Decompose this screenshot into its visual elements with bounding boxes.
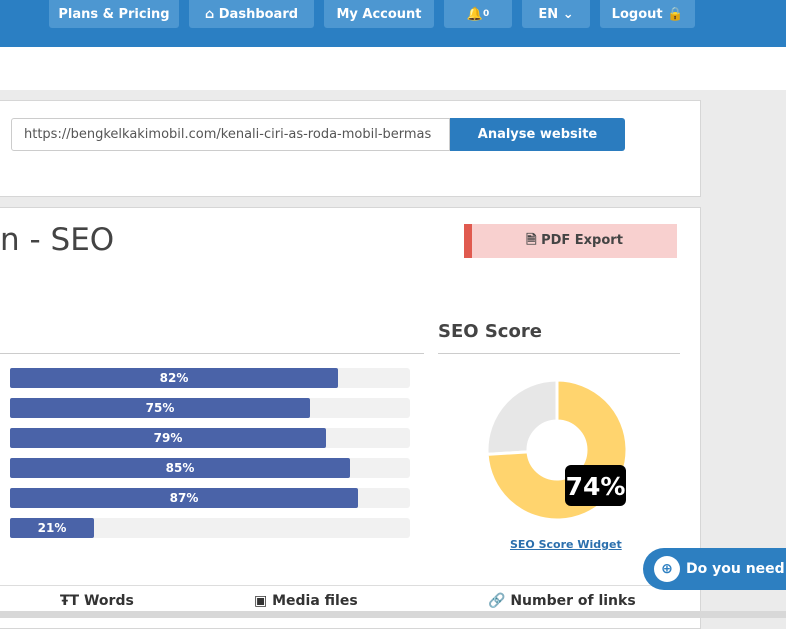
- file-icon: 🗎: [526, 233, 542, 248]
- export-label: PDF Export: [541, 233, 623, 248]
- bar: [10, 398, 310, 418]
- tab[interactable]: ŦT Words: [60, 593, 134, 609]
- bar: [10, 458, 350, 478]
- score-label: 74%: [566, 472, 626, 501]
- tab-label: Media files: [272, 593, 358, 609]
- bar-label: 79%: [154, 431, 183, 445]
- scrollbar: [0, 611, 786, 618]
- top-nav: Plans & Pricing ⌂ Dashboard My Account 🔔…: [0, 0, 786, 47]
- nav-label: Dashboard: [218, 6, 299, 22]
- bar: [10, 428, 326, 448]
- lock-icon: 🔒: [662, 6, 684, 22]
- bell-icon: 🔔: [466, 6, 483, 22]
- tab-label: Words: [83, 593, 134, 609]
- nav-button[interactable]: EN ⌄: [522, 0, 590, 28]
- nav-button[interactable]: My Account: [324, 0, 434, 28]
- report-title: n - SEO: [0, 222, 115, 258]
- nav-button[interactable]: ⌂ Dashboard: [189, 0, 314, 28]
- tab[interactable]: 🔗 Number of links: [488, 593, 636, 609]
- bar: [10, 488, 358, 508]
- help-chat[interactable]: ⊕ Do you need h: [643, 548, 786, 590]
- search-card: https://bengkelkakimobil.com/kenali-ciri…: [0, 100, 701, 197]
- tab-divider: [0, 585, 680, 586]
- home-icon: ⌂: [204, 6, 219, 22]
- bar-track: [10, 518, 410, 538]
- nav-button[interactable]: Plans & Pricing: [49, 0, 179, 28]
- bar-label: 75%: [146, 401, 175, 415]
- divider: [438, 353, 680, 354]
- tab-icon: 🔗: [488, 593, 511, 609]
- divider: [0, 353, 424, 354]
- nav-button[interactable]: Logout 🔒: [600, 0, 695, 28]
- score-badge: [565, 465, 626, 506]
- donut-rest: [485, 378, 559, 456]
- nav-label: EN: [538, 6, 559, 22]
- bar-label: 87%: [170, 491, 199, 505]
- bar-label: 85%: [166, 461, 195, 475]
- strip: [0, 47, 786, 90]
- bar: [10, 518, 94, 538]
- tab-icon: ▣: [254, 593, 273, 609]
- nav-label: Logout: [611, 6, 663, 22]
- analyse-button[interactable]: Analyse website: [450, 118, 625, 151]
- bar: [10, 368, 338, 388]
- pdf-export-button[interactable]: 🗎 PDF Export: [464, 224, 677, 258]
- score-heading: SEO Score: [438, 321, 542, 342]
- tab-label: Number of links: [510, 593, 636, 609]
- badge: 0: [482, 9, 490, 19]
- help-icon: ⊕: [654, 556, 680, 582]
- tab-icon: ŦT: [60, 593, 84, 609]
- nav-button[interactable]: 🔔 0: [444, 0, 512, 28]
- bar-label: 82%: [160, 371, 189, 385]
- caret: ⌄: [558, 6, 574, 22]
- widget-link[interactable]: SEO Score Widget: [510, 538, 622, 551]
- tab[interactable]: ▣ Media files: [254, 593, 358, 609]
- help-text: Do you need h: [686, 561, 786, 577]
- bar-label: 21%: [38, 521, 67, 535]
- url-input[interactable]: https://bengkelkakimobil.com/kenali-ciri…: [11, 118, 450, 151]
